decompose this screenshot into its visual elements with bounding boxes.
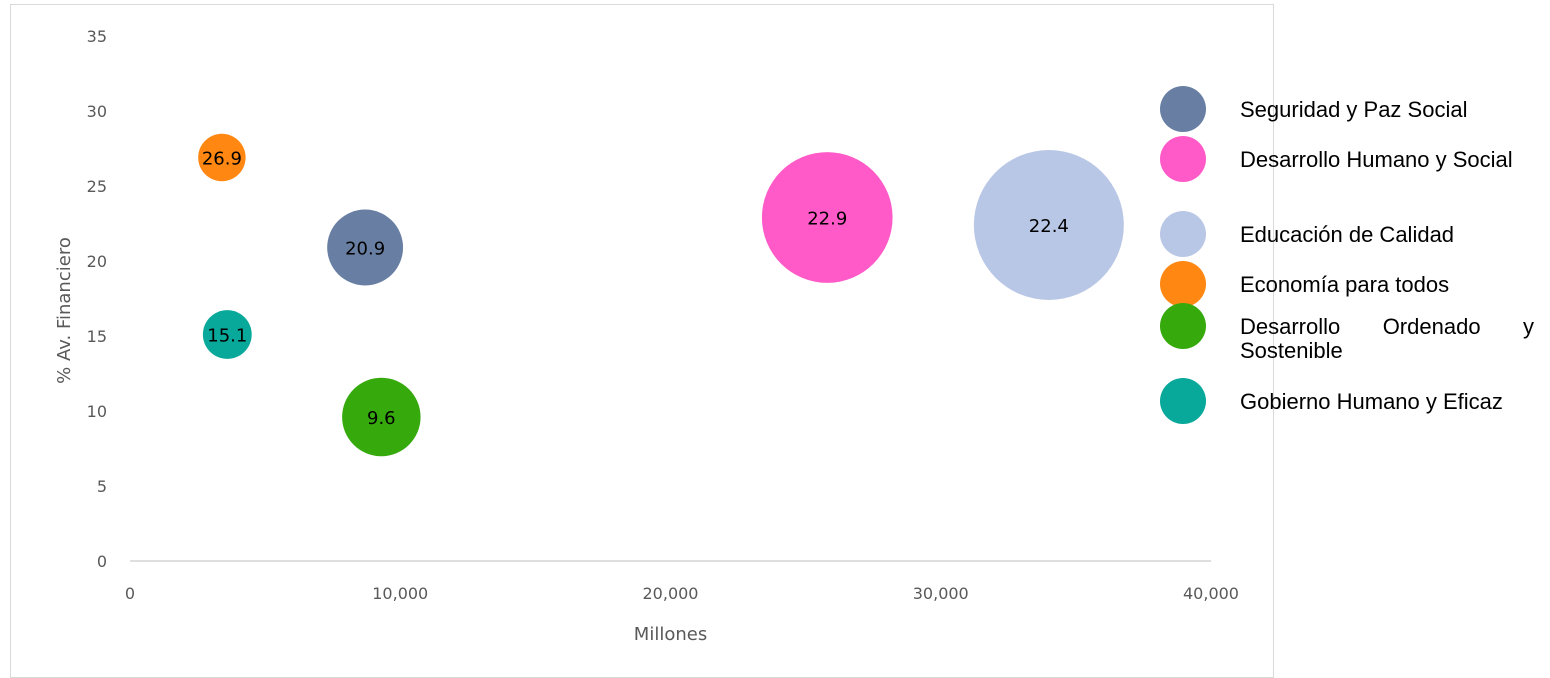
x-tick-label: 20,000 <box>643 584 699 603</box>
legend-label: Desarrollo Ordenado y Sostenible <box>1240 314 1534 363</box>
legend-swatch <box>1160 261 1206 307</box>
y-tick-label: 35 <box>87 27 107 46</box>
bubble-data-label: 26.9 <box>202 149 242 170</box>
x-tick-label: 30,000 <box>913 584 969 603</box>
y-tick-label: 10 <box>87 402 107 421</box>
legend-item: Educación de Calidad <box>1160 211 1540 261</box>
legend-item: Desarrollo Ordenado y Sostenible <box>1160 303 1540 378</box>
legend-swatch <box>1160 378 1206 424</box>
legend-label: Seguridad y Paz Social <box>1240 97 1468 122</box>
x-tick-labels: 0 10,000 20,000 30,000 40,000 <box>125 584 1239 603</box>
legend-item: Desarrollo Humano y Social <box>1160 136 1540 211</box>
y-tick-label: 5 <box>97 477 107 496</box>
legend-label: Educación de Calidad <box>1240 222 1455 247</box>
legend-label: Gobierno Humano y Eficaz <box>1240 389 1503 414</box>
bubble-data-label: 9.6 <box>367 408 396 429</box>
legend-swatch <box>1160 211 1206 257</box>
legend-swatch <box>1160 86 1206 132</box>
y-tick-label: 25 <box>87 177 107 196</box>
bubble <box>202 310 252 359</box>
bubble <box>327 209 404 286</box>
bubbles: 20.9 22.9 22.4 26.9 9.6 15.1 <box>198 133 1124 457</box>
legend-item: Seguridad y Paz Social <box>1160 86 1540 136</box>
y-axis-title: % Av. Financiero <box>54 237 75 384</box>
legend-item: Gobierno Humano y Eficaz <box>1160 378 1540 438</box>
legend-label: Economía para todos <box>1240 272 1450 297</box>
bubble-data-label: 22.9 <box>807 209 847 230</box>
x-axis-title: Millones <box>634 624 707 645</box>
bubble <box>973 150 1124 300</box>
y-tick-label: 15 <box>87 327 107 346</box>
bubble-data-label: 22.4 <box>1029 216 1069 237</box>
legend-item: Economía para todos <box>1160 261 1540 307</box>
y-tick-label: 0 <box>97 552 107 571</box>
y-tick-label: 30 <box>87 102 107 121</box>
x-tick-label: 0 <box>125 584 135 603</box>
legend-swatch <box>1160 136 1206 182</box>
bubble <box>198 133 246 182</box>
legend-swatch <box>1160 303 1206 349</box>
legend-label: Desarrollo Humano y Social <box>1240 147 1513 172</box>
bubble-data-label: 20.9 <box>345 239 385 260</box>
y-tick-label: 20 <box>87 252 107 271</box>
bubble <box>342 377 421 457</box>
bubble <box>761 152 893 283</box>
y-tick-labels: 0 5 10 15 20 25 30 35 <box>87 27 107 571</box>
legend: Seguridad y Paz Social Desarrollo Humano … <box>1160 86 1540 438</box>
x-tick-label: 10,000 <box>372 584 428 603</box>
bubble-data-label: 15.1 <box>207 326 247 347</box>
x-tick-label: 40,000 <box>1183 584 1239 603</box>
